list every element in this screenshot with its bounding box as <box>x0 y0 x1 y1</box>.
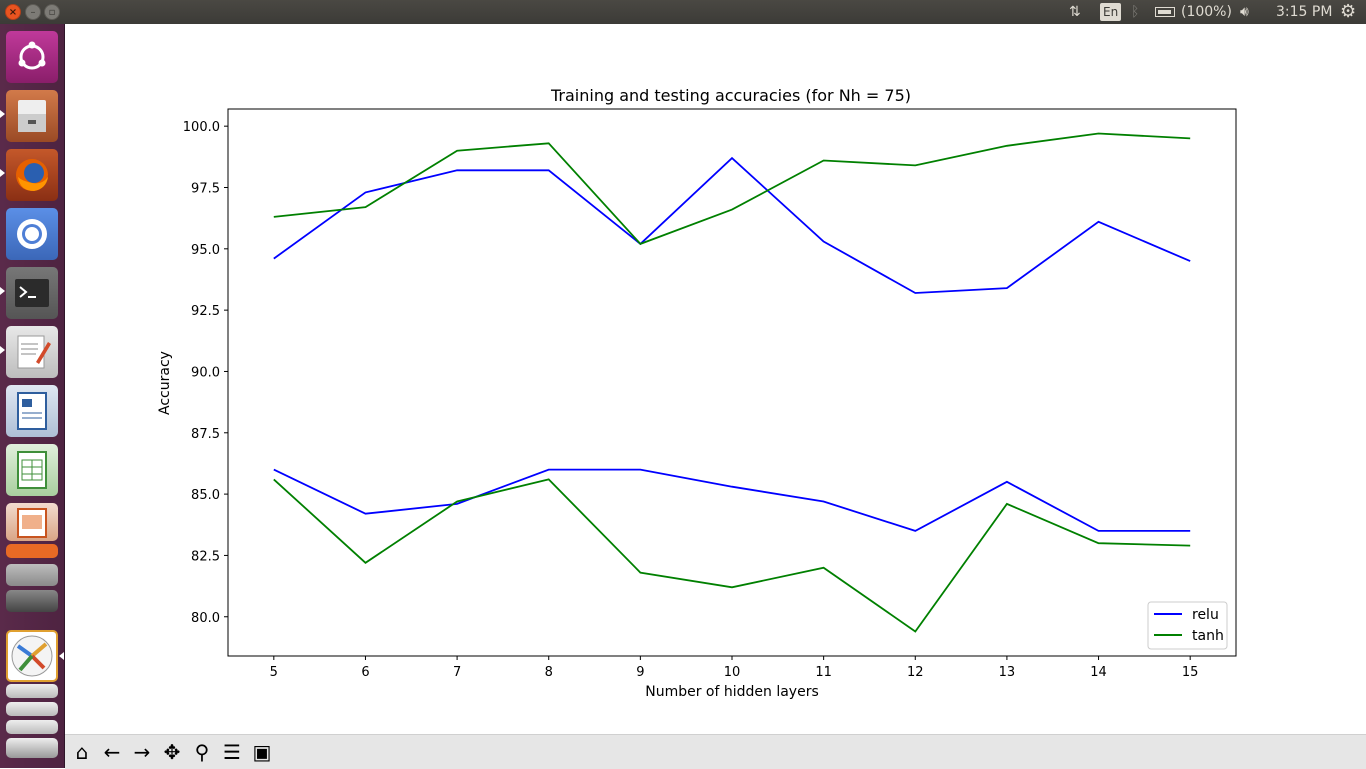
battery-percentage: (100%) <box>1181 4 1232 20</box>
bluetooth-icon[interactable]: ᛒ <box>1131 4 1140 20</box>
legend-label-tanh: tanh <box>1192 628 1224 644</box>
x-tick-label: 9 <box>636 665 644 680</box>
y-tick-label: 95.0 <box>191 243 220 258</box>
software-updater-icon[interactable] <box>6 564 58 586</box>
network-icon[interactable]: ⇅ <box>1069 4 1081 20</box>
figure-canvas[interactable]: Training and testing accuracies (for Nh … <box>65 24 1366 734</box>
active-indicator <box>59 652 64 660</box>
gear-icon[interactable]: ⚙ <box>1340 1 1357 22</box>
stacked-icon[interactable] <box>6 720 58 734</box>
y-tick-label: 80.0 <box>191 611 220 626</box>
y-tick-label: 100.0 <box>183 120 220 135</box>
x-tick-label: 11 <box>815 665 832 680</box>
x-tick-label: 15 <box>1182 665 1199 680</box>
series-line-tanh <box>273 478 1191 633</box>
files-icon[interactable] <box>6 90 58 142</box>
y-tick-label: 92.5 <box>191 304 220 319</box>
x-tick-label: 6 <box>361 665 369 680</box>
forward-icon[interactable]: → <box>133 740 151 764</box>
chart-title: Training and testing accuracies (for Nh … <box>550 86 911 105</box>
series-line-tanh <box>273 132 1191 245</box>
home-icon[interactable]: ⌂ <box>75 740 89 764</box>
workspace-switcher-icon[interactable] <box>6 684 58 698</box>
x-tick-label: 7 <box>453 665 461 680</box>
impress-icon[interactable] <box>6 503 58 541</box>
y-tick-label: 97.5 <box>191 181 220 196</box>
y-tick-label: 90.0 <box>191 365 220 380</box>
y-axis: 80.0 82.5 85.0 87.5 90.0 92.5 95.0 97.5 100.0 <box>183 120 228 626</box>
ubuntu-dash-icon[interactable] <box>6 31 58 83</box>
navigation-toolbar: ⌂ ← → ✥ ⚲ ☰ ▣ <box>65 734 1366 769</box>
battery-icon <box>1155 7 1175 17</box>
x-axis: 5 6 7 8 9 10 11 12 13 14 15 <box>270 656 1199 680</box>
legend-label-relu: relu <box>1192 607 1219 623</box>
volume-icon[interactable]: 🔊︎ <box>1240 4 1249 20</box>
writer-icon[interactable] <box>6 385 58 437</box>
series-line-relu <box>273 156 1191 294</box>
x-tick-label: 8 <box>545 665 553 680</box>
series-line-relu <box>273 468 1191 532</box>
configure-icon[interactable]: ☰ <box>223 740 241 764</box>
running-indicator <box>0 169 5 177</box>
x-tick-label: 14 <box>1090 665 1107 680</box>
running-indicator <box>0 287 5 295</box>
pan-icon[interactable]: ✥ <box>163 740 181 764</box>
x-tick-label: 13 <box>999 665 1016 680</box>
running-indicator <box>0 110 5 118</box>
stacked-icon[interactable] <box>6 702 58 716</box>
zoom-icon[interactable]: ⚲ <box>194 740 210 764</box>
system-settings-icon[interactable] <box>6 590 58 612</box>
x-tick-label: 5 <box>270 665 278 680</box>
amazon-icon[interactable] <box>6 544 58 558</box>
x-axis-label: Number of hidden layers <box>645 684 819 700</box>
chart: Training and testing accuracies (for Nh … <box>157 86 1237 700</box>
back-icon[interactable]: ← <box>103 740 121 764</box>
y-tick-label: 85.0 <box>191 488 220 503</box>
legend: relu tanh <box>1147 601 1228 650</box>
firefox-icon[interactable] <box>6 149 58 201</box>
trash-icon[interactable] <box>6 738 58 758</box>
series-lines <box>273 132 1191 633</box>
matplotlib-figure-icon[interactable] <box>6 630 58 682</box>
top-panel: × – ▫ ⇅ En ᛒ (100%) 🔊︎ 3:15 PM ⚙ <box>0 0 1366 24</box>
x-tick-label: 10 <box>724 665 741 680</box>
calc-icon[interactable] <box>6 444 58 496</box>
running-indicator <box>0 346 5 354</box>
save-icon[interactable]: ▣ <box>252 740 272 764</box>
text-editor-icon[interactable] <box>6 326 58 378</box>
plot-area <box>227 108 1237 657</box>
clock[interactable]: 3:15 PM <box>1276 4 1333 20</box>
window-minimize-button[interactable]: – <box>25 4 41 20</box>
keyboard-layout-indicator[interactable]: En <box>1100 3 1122 21</box>
chromium-icon[interactable] <box>6 208 58 260</box>
window-maximize-button[interactable]: ▫ <box>44 4 60 20</box>
launcher <box>0 24 65 768</box>
y-axis-label: Accuracy <box>157 351 173 415</box>
terminal-icon[interactable] <box>6 267 58 319</box>
window-close-button[interactable]: × <box>5 4 21 20</box>
y-tick-label: 82.5 <box>191 549 220 564</box>
x-tick-label: 12 <box>907 665 924 680</box>
y-tick-label: 87.5 <box>191 427 220 442</box>
